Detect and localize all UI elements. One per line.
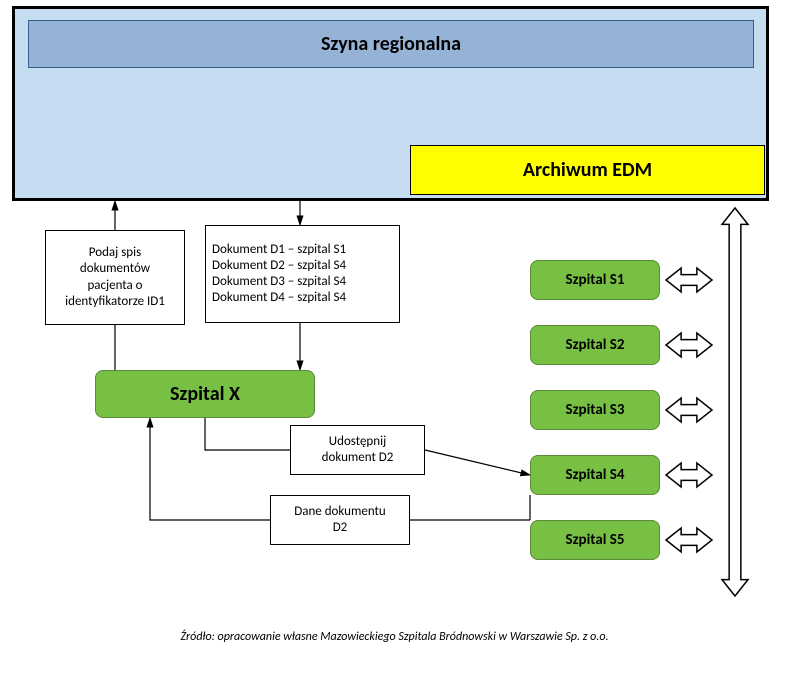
hospital-s2: Szpital S2 xyxy=(530,325,660,365)
diagram-canvas: Szyna regionalna Archiwum EDM Podaj spisdo… xyxy=(0,0,789,673)
request-box: Podaj spisdokumentówpacjenta oidentyfika… xyxy=(45,230,185,325)
hospital-s4: Szpital S4 xyxy=(530,455,660,495)
hospital-s3: Szpital S3 xyxy=(530,390,660,430)
region-bus: Szyna regionalna xyxy=(28,20,754,68)
archive-box: Archiwum EDM xyxy=(410,145,765,195)
source-caption: Źródło: opracowanie własne Mazowieckiego… xyxy=(0,630,789,644)
hospital-s1: Szpital S1 xyxy=(530,260,660,300)
dane-box: Dane dokumentuD2 xyxy=(270,495,410,545)
response-box: Dokument D1 – szpital S1Dokument D2 – sz… xyxy=(205,225,400,323)
hospital-s5: Szpital S5 xyxy=(530,520,660,560)
udostepnij-box: Udostępnijdokument D2 xyxy=(290,425,425,475)
szpital-x: Szpital X xyxy=(95,370,315,418)
